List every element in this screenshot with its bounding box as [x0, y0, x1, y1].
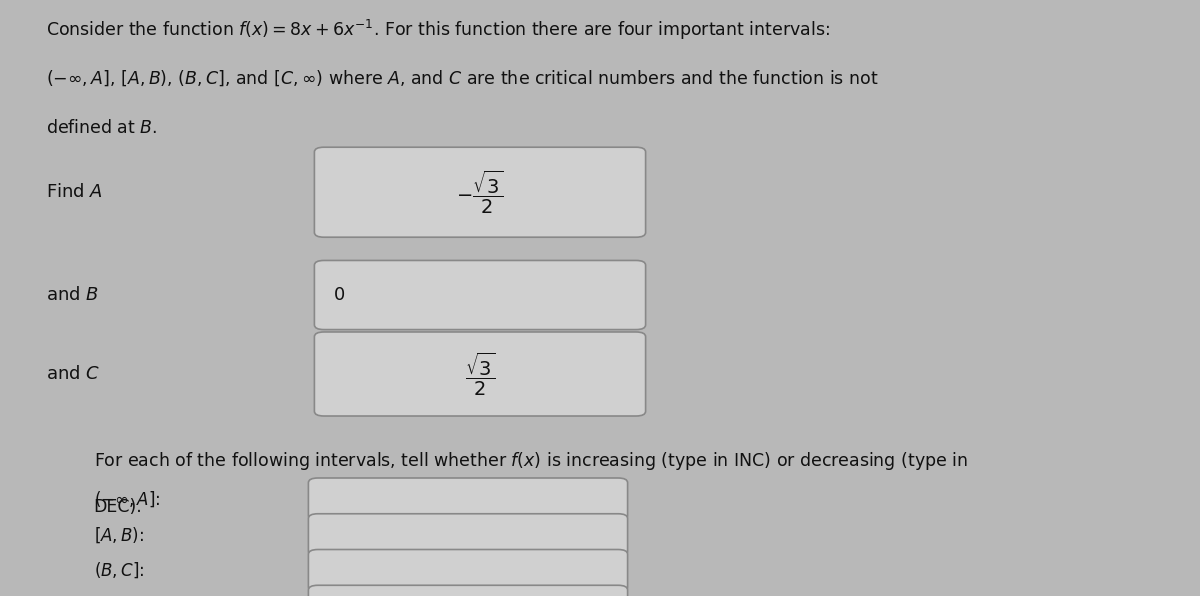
- FancyBboxPatch shape: [314, 332, 646, 416]
- Text: DEC).: DEC).: [94, 498, 143, 516]
- FancyBboxPatch shape: [314, 147, 646, 237]
- Text: defined at $B$.: defined at $B$.: [46, 119, 157, 137]
- Text: $-\dfrac{\sqrt{3}}{2}$: $-\dfrac{\sqrt{3}}{2}$: [456, 169, 504, 216]
- Text: $(-\infty, A]$:: $(-\infty, A]$:: [94, 489, 160, 509]
- Text: $(B, C]$:: $(B, C]$:: [94, 561, 144, 581]
- Text: For each of the following intervals, tell whether $f(x)$ is increasing (type in : For each of the following intervals, tel…: [94, 450, 967, 472]
- FancyBboxPatch shape: [308, 585, 628, 596]
- Text: and $C$: and $C$: [46, 365, 100, 383]
- FancyBboxPatch shape: [308, 514, 628, 556]
- FancyBboxPatch shape: [308, 550, 628, 592]
- Text: $[A, B)$:: $[A, B)$:: [94, 525, 144, 545]
- Text: $(-\infty, A]$, $[A, B)$, $(B, C]$, and $[C, \infty)$ where $A$, and $C$ are the: $(-\infty, A]$, $[A, B)$, $(B, C]$, and …: [46, 69, 878, 88]
- Text: 0: 0: [334, 286, 344, 304]
- FancyBboxPatch shape: [314, 260, 646, 330]
- Text: Consider the function $f(x) = 8x + 6x^{-1}$. For this function there are four im: Consider the function $f(x) = 8x + 6x^{-…: [46, 18, 829, 42]
- FancyBboxPatch shape: [308, 478, 628, 520]
- Text: $\dfrac{\sqrt{3}}{2}$: $\dfrac{\sqrt{3}}{2}$: [464, 350, 496, 398]
- Text: Find $A$: Find $A$: [46, 183, 102, 201]
- Text: and $B$: and $B$: [46, 286, 98, 304]
